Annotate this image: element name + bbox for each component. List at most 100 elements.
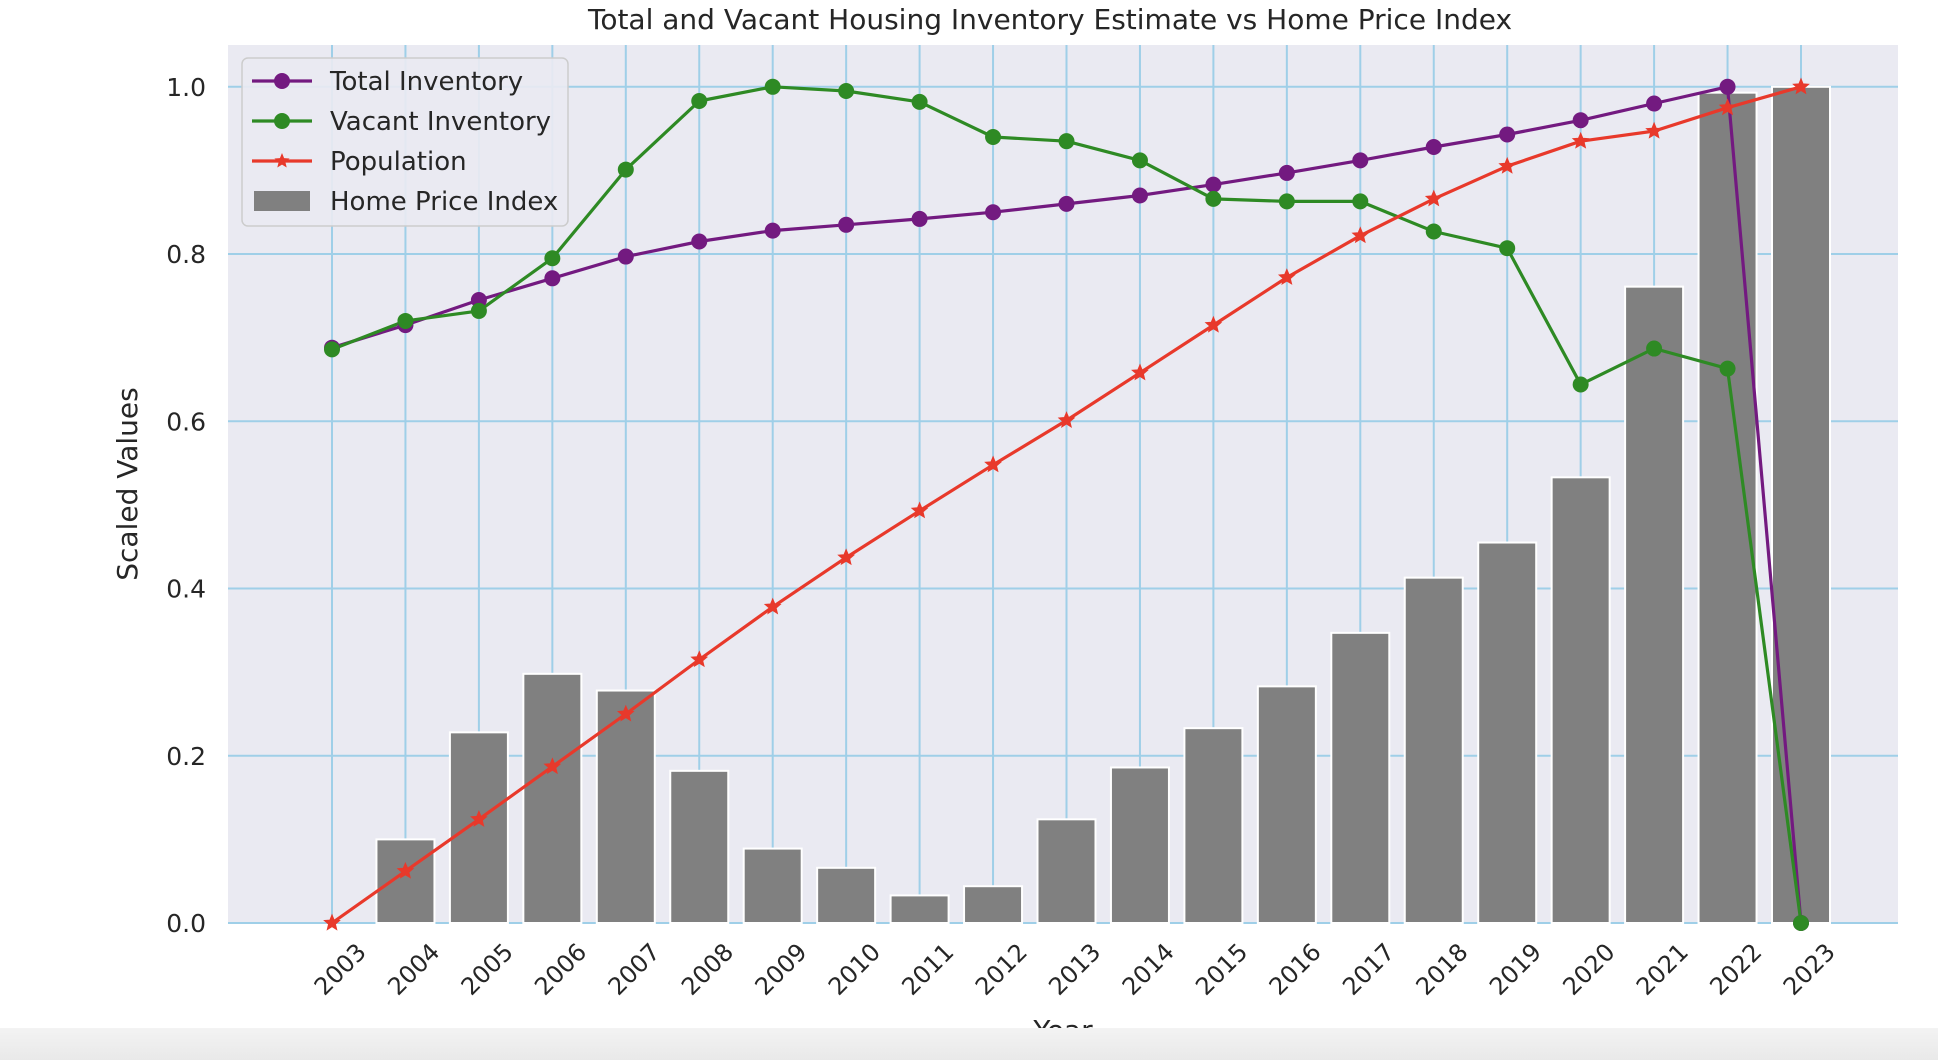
window-bottom-strip <box>0 1028 1938 1060</box>
data-point <box>1646 340 1663 357</box>
x-tick-label: 2018 <box>1411 938 1474 1001</box>
data-point <box>1499 126 1516 143</box>
bar <box>1403 576 1464 924</box>
y-tick-label: 0.0 <box>166 909 206 938</box>
data-point <box>1278 193 1295 210</box>
bar <box>595 689 656 925</box>
data-point <box>911 210 928 227</box>
data-point-star <box>1498 156 1517 174</box>
data-point-star <box>837 548 856 566</box>
x-tick-label: 2017 <box>1337 938 1400 1001</box>
legend-label: Vacant Inventory <box>330 107 551 137</box>
legend-swatch-bar <box>254 191 310 211</box>
y-tick-label: 1.0 <box>166 73 206 102</box>
data-point-star <box>616 704 635 722</box>
data-point <box>470 302 487 319</box>
x-tick-label: 2006 <box>529 938 592 1001</box>
x-tick-label: 2003 <box>309 938 372 1001</box>
bar <box>963 885 1024 925</box>
data-point-star <box>1571 131 1590 149</box>
data-point-star <box>763 597 782 615</box>
x-tick-label: 2015 <box>1190 938 1253 1001</box>
y-tick-label: 0.6 <box>166 407 206 436</box>
chart-title: Total and Vacant Housing Inventory Estim… <box>587 3 1512 36</box>
data-point-star <box>1277 268 1296 285</box>
data-point-star <box>1645 121 1663 139</box>
bar <box>1477 541 1538 924</box>
bar <box>1697 91 1758 925</box>
data-point <box>1205 176 1222 193</box>
x-tick-label: 2004 <box>382 938 445 1001</box>
data-point <box>1205 190 1222 207</box>
data-point <box>544 250 561 267</box>
x-tick-label: 2014 <box>1117 938 1180 1001</box>
bar <box>1036 818 1097 924</box>
x-tick-label: 2008 <box>676 938 739 1001</box>
y-tick-label: 0.8 <box>166 240 206 269</box>
data-point <box>1058 195 1075 212</box>
bar <box>742 847 803 924</box>
data-point <box>985 128 1002 145</box>
x-tick-label: 2023 <box>1778 938 1841 1001</box>
data-point-star <box>984 455 1002 473</box>
x-tick-label: 2007 <box>603 938 666 1001</box>
data-point <box>1646 95 1663 112</box>
bar <box>522 672 583 925</box>
bar <box>1109 766 1170 924</box>
data-point <box>324 341 340 358</box>
data-point <box>1425 223 1442 240</box>
data-point-star <box>1204 315 1223 333</box>
data-point <box>1352 193 1369 210</box>
data-point-star <box>470 809 488 827</box>
legend-marker <box>274 73 290 89</box>
y-axis-label: Scaled Values <box>111 387 144 580</box>
x-tick-label: 2011 <box>896 938 959 1001</box>
data-point <box>1719 78 1736 95</box>
legend-label: Population <box>330 147 467 177</box>
x-tick-label: 2016 <box>1264 938 1327 1001</box>
legend: Total Inventory Vacant Inventory Populatio… <box>241 57 569 227</box>
x-tick-label: 2020 <box>1557 938 1620 1001</box>
legend-label: Total Inventory <box>329 67 523 97</box>
x-tick-label: 2013 <box>1043 938 1106 1001</box>
data-point-star <box>1351 226 1370 244</box>
bar <box>375 838 436 925</box>
data-point <box>617 161 634 178</box>
x-tick-label: 2012 <box>970 938 1033 1001</box>
data-point <box>1572 112 1589 129</box>
data-point <box>1793 915 1809 931</box>
x-tick-label: 2021 <box>1631 938 1694 1001</box>
bar <box>448 731 509 924</box>
x-tick-label: 2010 <box>823 938 886 1001</box>
data-point-star <box>1424 189 1443 207</box>
bar <box>1771 85 1831 925</box>
data-point <box>1499 240 1516 257</box>
legend-label: Home Price Index <box>330 187 558 217</box>
y-tick-label: 0.2 <box>166 742 206 771</box>
data-point-star <box>543 757 562 775</box>
data-point <box>1131 152 1148 169</box>
data-point <box>838 82 855 99</box>
bar <box>816 866 877 924</box>
data-point <box>691 93 708 110</box>
legend-box <box>241 57 569 227</box>
legend-marker <box>274 113 290 129</box>
data-point-star <box>396 861 415 879</box>
x-tick-label: 2009 <box>750 938 813 1001</box>
bar <box>889 894 950 924</box>
data-point <box>1278 164 1295 181</box>
data-point-star <box>1131 363 1149 381</box>
bar <box>1183 727 1244 924</box>
data-point <box>691 233 708 250</box>
data-point <box>544 270 561 287</box>
data-point <box>1352 152 1369 169</box>
data-point-star <box>690 650 709 668</box>
x-tick-label: 2005 <box>456 938 519 1001</box>
data-point <box>1719 360 1736 377</box>
data-point-star <box>323 913 341 931</box>
data-point-star <box>1057 411 1076 428</box>
data-point-star <box>910 501 929 519</box>
data-point-star <box>1792 77 1810 95</box>
data-point <box>764 222 781 239</box>
